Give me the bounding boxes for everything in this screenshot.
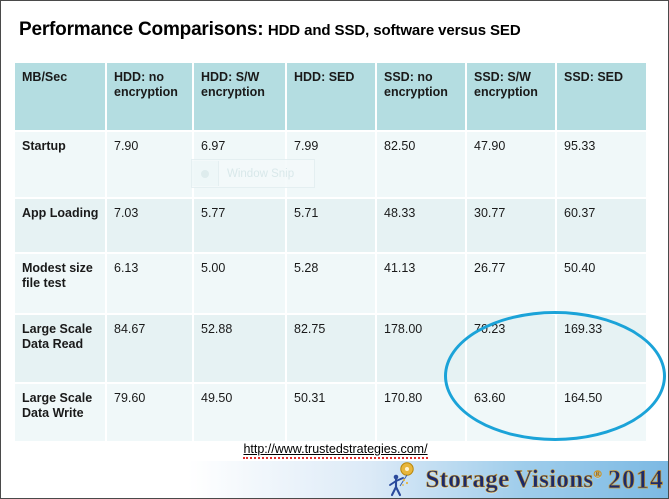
cell-value: 178.00 xyxy=(376,314,467,384)
row-label: Modest size file test xyxy=(15,253,107,315)
source-url[interactable]: http://www.trustedstrategies.com/ xyxy=(1,442,668,459)
page-title-sub: HDD and SSD, software versus SED xyxy=(267,22,521,39)
branding-banner: Storage Visions® 2014 xyxy=(1,461,668,498)
cell-value: 49.50 xyxy=(193,383,287,441)
cell-value: 30.77 xyxy=(466,198,557,254)
table-row: Modest size file test 6.13 5.00 5.28 41.… xyxy=(15,253,646,315)
column-header-hdd-sw: HDD: S/W encryption xyxy=(193,63,287,132)
registered-trademark-icon: ® xyxy=(593,468,602,481)
row-label: Large Scale Data Read xyxy=(15,314,107,384)
brand-name: Storage Visions® xyxy=(425,466,602,493)
brand-storage: Storage xyxy=(425,466,510,493)
cell-value: 84.67 xyxy=(106,314,194,384)
brand-visions: Visions xyxy=(514,466,594,493)
cell-value: 52.88 xyxy=(193,314,287,384)
row-label: Large Scale Data Write xyxy=(15,383,107,441)
table-row: Large Scale Data Write 79.60 49.50 50.31… xyxy=(15,383,646,441)
cell-value: 60.37 xyxy=(556,198,646,254)
table-header-row: MB/Sec HDD: no encryption HDD: S/W encry… xyxy=(15,63,646,132)
person-with-balloon-icon xyxy=(385,461,419,498)
column-header-ssd-sed: SSD: SED xyxy=(556,63,646,132)
column-header-metric: MB/Sec xyxy=(15,63,107,132)
cell-value: 5.71 xyxy=(286,198,377,254)
cell-value: 79.60 xyxy=(106,383,194,441)
page-title: Performance Comparisons: HDD and SSD, so… xyxy=(19,19,521,41)
cell-value: 164.50 xyxy=(556,383,646,441)
column-header-ssd-sw: SSD: S/W encryption xyxy=(466,63,557,132)
cell-value: 6.97 xyxy=(193,131,287,199)
cell-value: 7.99 xyxy=(286,131,377,199)
cell-value: 95.33 xyxy=(556,131,646,199)
cell-value: 5.00 xyxy=(193,253,287,315)
row-label: Startup xyxy=(15,131,107,199)
cell-value: 7.03 xyxy=(106,198,194,254)
cell-value: 47.90 xyxy=(466,131,557,199)
row-label: App Loading xyxy=(15,198,107,254)
cell-value: 50.40 xyxy=(556,253,646,315)
column-header-ssd-none: SSD: no encryption xyxy=(376,63,467,132)
cell-value: 5.77 xyxy=(193,198,287,254)
brand-year: 2014 xyxy=(608,464,664,494)
cell-value: 82.50 xyxy=(376,131,467,199)
cell-value: 26.77 xyxy=(466,253,557,315)
cell-value: 6.13 xyxy=(106,253,194,315)
table-row: Large Scale Data Read 84.67 52.88 82.75 … xyxy=(15,314,646,384)
source-url-text: http://www.trustedstrategies.com/ xyxy=(243,442,428,459)
table-row: App Loading 7.03 5.77 5.71 48.33 30.77 6… xyxy=(15,198,646,254)
cell-value: 63.60 xyxy=(466,383,557,441)
cell-value: 41.13 xyxy=(376,253,467,315)
cell-value: 82.75 xyxy=(286,314,377,384)
cell-value: 48.33 xyxy=(376,198,467,254)
column-header-hdd-sed: HDD: SED xyxy=(286,63,377,132)
table-row: Startup 7.90 6.97 7.99 82.50 47.90 95.33 xyxy=(15,131,646,199)
cell-value: 170.80 xyxy=(376,383,467,441)
cell-value: 5.28 xyxy=(286,253,377,315)
column-header-hdd-none: HDD: no encryption xyxy=(106,63,194,132)
cell-value: 70.23 xyxy=(466,314,557,384)
cell-value: 169.33 xyxy=(556,314,646,384)
cell-value: 50.31 xyxy=(286,383,377,441)
cell-value: 7.90 xyxy=(106,131,194,199)
performance-table: MB/Sec HDD: no encryption HDD: S/W encry… xyxy=(15,63,646,441)
page-title-main: Performance Comparisons: xyxy=(19,19,264,40)
